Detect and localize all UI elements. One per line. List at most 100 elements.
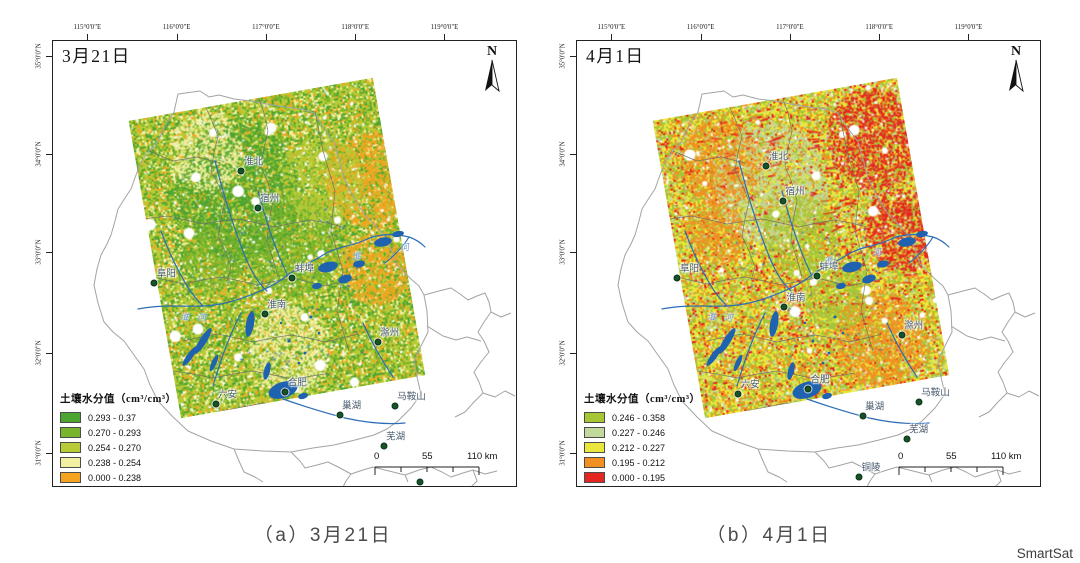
legend-swatch [60,442,81,453]
city-dot [336,411,343,418]
city-label: 淮北 [244,153,263,167]
legend-swatch [60,472,81,483]
city-marker: 六安 [212,401,219,408]
city-label: 宿州 [260,190,279,204]
city-dot [151,280,158,287]
city-dot [374,339,381,346]
latitude-label: 35°0'0"N [560,43,567,68]
scale-bar-labels: 0 55 110 km [898,451,1038,463]
city-dot [282,389,289,396]
date-label: 3月21日 [62,43,131,68]
legend-row: 0.270 - 0.293 [60,425,177,440]
legend-label: 0.227 - 0.246 [612,428,665,438]
legend-label: 0.195 - 0.212 [612,458,665,468]
scale-end-label: 110 km [991,451,1021,462]
city-marker: 马鞍山 [915,399,922,406]
city-dot [780,303,787,310]
legend-row: 0.238 - 0.254 [60,455,177,470]
city-dot [813,272,820,279]
city-marker: 滁州 [374,339,381,346]
scale-mid-label: 55 [946,451,957,462]
city-label: 铜陵 [861,460,880,474]
legend-row: 0.227 - 0.246 [584,425,701,440]
city-marker: 阜阳 [151,280,158,287]
legend-rows: 0.246 - 0.358 0.227 - 0.246 0.212 - 0.227 0… [584,410,701,485]
city-marker: 淮南 [261,310,268,317]
legend-label: 0.238 - 0.254 [88,458,141,468]
city-dot [735,391,742,398]
latitude-label: 32°0'0"N [36,340,43,365]
legend-rows: 0.293 - 0.37 0.270 - 0.293 0.254 - 0.270 0.… [60,410,177,485]
city-label: 淮南 [267,296,286,310]
city-label: 滁州 [380,325,399,339]
legend-row: 0.000 - 0.195 [584,470,701,485]
legend-row: 0.293 - 0.37 [60,410,177,425]
scale-end-label: 110 km [467,451,497,462]
river-label: 淮河 [707,310,742,325]
city-label: 淮南 [786,289,805,303]
north-letter: N [1003,45,1029,59]
date-label: 4月1日 [586,43,645,68]
longitude-label: 116°0'0"E [687,24,715,31]
city-marker: 宿州 [780,198,787,205]
city-marker: 马鞍山 [391,402,398,409]
city-marker: 淮北 [763,162,770,169]
legend-label: 0.246 - 0.358 [612,413,665,423]
city-dot [391,402,398,409]
legend-label: 0.270 - 0.293 [88,428,141,438]
city-dot [416,478,423,485]
map-frame: 淮河 淮河 淮北 宿州 阜阳 蚌埠 淮南 滁州 合肥 六安 巢湖 马鞍山 芜湖 铜陵 4月1日 N 土壤… [576,40,1041,487]
scale-mid-label: 55 [422,451,433,462]
north-arrow: N [1003,45,1029,98]
latitude-label: 34°0'0"N [36,141,43,166]
legend-row: 0.195 - 0.212 [584,455,701,470]
legend-row: 0.000 - 0.238 [60,470,177,485]
city-dot [674,274,681,281]
longitude-label: 117°0'0"E [776,24,804,31]
city-marker: 六安 [735,391,742,398]
watermark: SmartSat [1017,546,1073,561]
city-dot [898,331,905,338]
city-marker [416,478,423,485]
city-marker: 蚌埠 [813,272,820,279]
city-label: 合肥 [811,371,830,385]
city-dot [289,275,296,282]
longitude-label: 116°0'0"E [163,24,191,31]
city-label: 马鞍山 [397,388,426,402]
city-dot [261,310,268,317]
north-arrow-icon [481,59,503,93]
soil-moisture-figure: 115°0'0"E 116°0'0"E 117°0'0"E 118°0'0"E 119°… [0,0,1080,563]
city-marker: 合肥 [282,389,289,396]
city-dot [763,162,770,169]
scale-bar-icon [374,466,484,476]
legend-label: 0.000 - 0.238 [88,473,141,483]
city-dot [212,401,219,408]
legend-row: 0.254 - 0.270 [60,440,177,455]
city-marker: 巢湖 [336,411,343,418]
caption-b: （b）4月1日 [674,520,864,547]
city-marker: 淮北 [238,167,245,174]
city-label: 滁州 [904,317,923,331]
city-label: 马鞍山 [921,385,950,399]
city-label: 阜阳 [680,260,699,274]
city-label: 阜阳 [157,266,176,280]
soil-moisture-legend: 土壤水分值（cm³/cm³） 0.293 - 0.37 0.270 - 0.293… [60,391,177,485]
river-label: 淮河 [180,310,215,325]
longitude-label: 118°0'0"E [341,24,369,31]
north-arrow: N [479,45,505,98]
city-label: 淮北 [769,148,788,162]
scale-bar: 0 55 110 km [898,451,1038,476]
city-dot [915,399,922,406]
city-dot [238,167,245,174]
city-dot [859,413,866,420]
latitude-label: 31°0'0"N [560,441,567,466]
city-marker: 宿州 [254,204,261,211]
city-label: 巢湖 [865,399,884,413]
latitude-label: 33°0'0"N [560,240,567,265]
legend-swatch [584,427,605,438]
map-panel-march21: 115°0'0"E 116°0'0"E 117°0'0"E 118°0'0"E 119°… [52,40,517,487]
caption-a: （a）3月21日 [228,520,418,547]
legend-row: 0.212 - 0.227 [584,440,701,455]
city-label: 六安 [218,387,237,401]
city-label: 宿州 [786,184,805,198]
